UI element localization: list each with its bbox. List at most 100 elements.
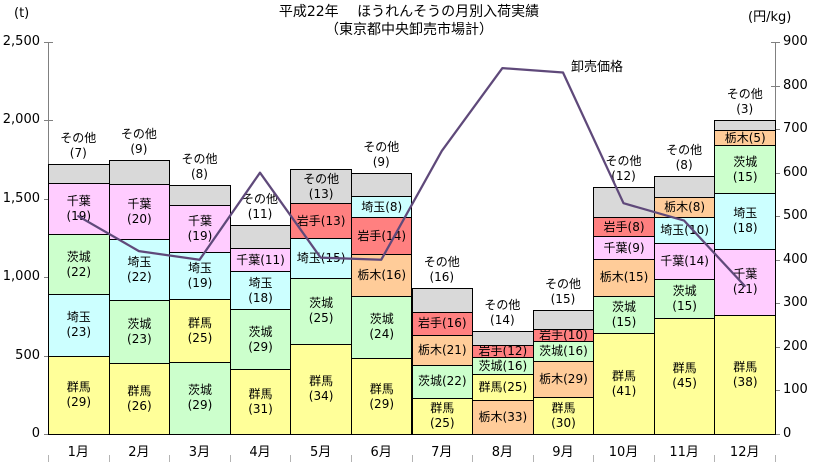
left-axis-tick-label: 1,000 [2, 269, 40, 285]
bar-segment-茨城: 茨城(16) [532, 341, 595, 362]
segment-value: (15) [672, 299, 697, 314]
others-label-name: その他 [544, 277, 581, 292]
right-axis-tick-label: 0 [783, 426, 792, 441]
segment-name: 茨城 [733, 154, 758, 169]
left-axis-tick-label: 2,000 [2, 112, 40, 128]
right-axis-tick-label: 100 [783, 382, 808, 398]
left-axis-tick-label: 2,500 [2, 34, 40, 49]
segment-label: 岩手(12) [478, 344, 528, 359]
segment-label: 栃木(29) [539, 371, 588, 386]
segment-name: 埼玉 [127, 254, 152, 269]
bottom-boundary-tick [290, 455, 291, 462]
bar-segment-千葉: 千葉 (19) [48, 183, 110, 236]
segment-value: (25) [308, 311, 334, 326]
others-label-name: その他 [423, 255, 460, 270]
bar-segment-岩手: 岩手(16) [411, 311, 474, 336]
others-label-value: (14) [490, 312, 515, 327]
month-label-10: 10月 [608, 445, 639, 460]
segment-value: (41) [611, 383, 637, 398]
segment-name: 群馬 [248, 387, 273, 402]
right-axis-tick-label: 600 [783, 164, 808, 180]
segment-value: (29) [248, 339, 273, 354]
segment-name: 茨城 [187, 383, 212, 398]
bar-segment-群馬: 群馬(25) [411, 397, 474, 435]
segment-value: (18) [248, 290, 273, 305]
bar-segment-埼玉: 埼玉 (18) [714, 192, 776, 250]
segment-value: (13) [308, 186, 334, 201]
others-label-value: (3) [736, 102, 754, 117]
segment-name: 埼玉 [187, 261, 212, 276]
segment-label: 岩手(8) [603, 219, 645, 234]
bar-segment-群馬: 群馬 (31) [229, 369, 292, 435]
bottom-boundary-tick [169, 455, 170, 462]
segment-value: (25) [429, 416, 455, 431]
segment-value: (25) [187, 331, 213, 346]
bar-segment-茨城: 茨城 (23) [108, 299, 171, 364]
others-label-name: その他 [181, 151, 218, 166]
bottom-boundary-tick [533, 455, 534, 462]
others-label: その他 (11) [215, 192, 306, 222]
others-label-name: その他 [726, 87, 763, 102]
segment-value: (15) [611, 314, 637, 329]
bar-segment-群馬: 群馬 (30) [532, 396, 595, 435]
others-label-value: (9) [372, 154, 390, 169]
segment-value: (23) [66, 325, 92, 340]
bar-segment-その他 [48, 164, 110, 185]
others-label-value: (8) [675, 158, 693, 173]
segment-label: 岩手(10) [539, 327, 588, 342]
month-label-8: 8月 [491, 445, 513, 460]
bar-segment-埼玉: 埼玉(8) [350, 196, 413, 219]
bar-segment-岩手: 岩手(14) [350, 217, 413, 255]
bar-segment-岩手: 岩手(10) [532, 327, 595, 343]
bar-segment-茨城: 茨城(22) [411, 365, 474, 399]
segment-label: 栃木(21) [417, 343, 467, 358]
segment-name: 群馬 [612, 368, 637, 383]
bottom-boundary-tick [412, 455, 413, 462]
bar-segment-千葉: 千葉 (21) [714, 248, 776, 316]
segment-value: (26) [127, 398, 152, 413]
bottom-boundary-tick [472, 455, 473, 462]
segment-value: (19) [66, 209, 92, 224]
segment-value: (31) [248, 402, 273, 417]
others-label-name: その他 [484, 297, 521, 312]
right-axis-unit-label: (円/kg) [748, 10, 792, 25]
segment-name: 群馬 [66, 380, 91, 395]
segment-value: (19) [187, 276, 213, 291]
bottom-boundary-tick [230, 455, 231, 462]
left-axis-tick [44, 120, 53, 122]
left-axis-tick-label: 500 [15, 347, 40, 363]
segment-name: 茨城 [127, 316, 152, 331]
left-axis-unit-label: (t) [14, 6, 30, 21]
bottom-boundary-tick [714, 455, 715, 462]
segment-value: (22) [127, 269, 152, 284]
others-label: その他 (8) [154, 152, 245, 182]
segment-value: (34) [308, 389, 334, 404]
bar-segment-茨城: 茨城 (25) [290, 277, 352, 345]
segment-label: 千葉(14) [660, 254, 709, 269]
bar-segment-茨城: 茨城 (24) [350, 295, 413, 360]
bar-segment-埼玉: 埼玉(15) [290, 237, 352, 279]
right-axis-tick-label: 400 [783, 251, 808, 267]
right-axis-tick [771, 85, 780, 87]
bottom-boundary-tick [109, 455, 110, 462]
segment-name: 群馬 [551, 400, 576, 415]
others-label: その他 (14) [457, 298, 548, 328]
month-label-4: 4月 [249, 445, 271, 460]
others-label-name: その他 [363, 139, 400, 154]
segment-label: 群馬(25) [478, 379, 528, 394]
segment-name: 群馬 [733, 359, 758, 374]
bar-segment-埼玉: 埼玉 (23) [48, 293, 110, 357]
segment-name: 埼玉 [66, 310, 91, 325]
segment-label: 栃木(5) [724, 130, 766, 145]
segment-name: 埼玉 [733, 206, 758, 221]
segment-label: 千葉(11) [236, 252, 285, 267]
month-label-3: 3月 [188, 445, 211, 460]
bar-segment-群馬: 群馬 (29) [350, 358, 413, 435]
segment-label: 埼玉(8) [361, 199, 403, 214]
segment-value: (24) [369, 327, 395, 342]
segment-name: 千葉 [66, 194, 91, 209]
bar-segment-群馬: 群馬 (26) [108, 362, 171, 435]
bar-segment-栃木: 栃木(33) [472, 399, 534, 435]
others-label-value: (8) [190, 166, 208, 181]
bar-segment-千葉: 千葉(14) [653, 243, 716, 281]
